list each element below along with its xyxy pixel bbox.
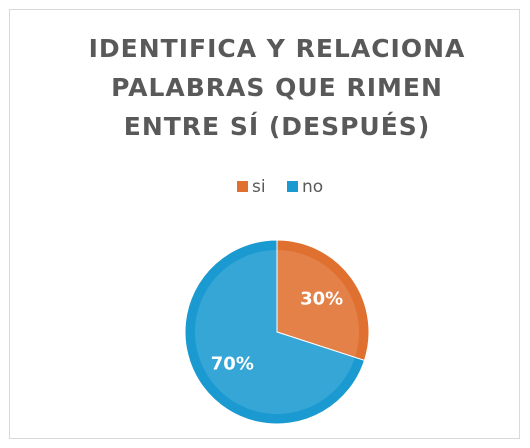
legend-label: no [302,177,323,197]
legend-swatch [237,181,248,192]
data-label: 30% [300,289,343,310]
legend-label: si [252,177,266,197]
pie-slice [276,239,370,362]
data-label: 70% [211,353,254,374]
chart-title: ENTRE SÍ (DESPUÉS) [124,112,431,141]
chart-title: IDENTIFICA Y RELACIONA [89,34,466,63]
slice-highlight [194,250,355,414]
legend-swatch [287,181,298,192]
slice-highlight [277,250,359,358]
pie-slice [184,239,366,425]
chart-title: PALABRAS QUE RIMEN [111,73,443,102]
